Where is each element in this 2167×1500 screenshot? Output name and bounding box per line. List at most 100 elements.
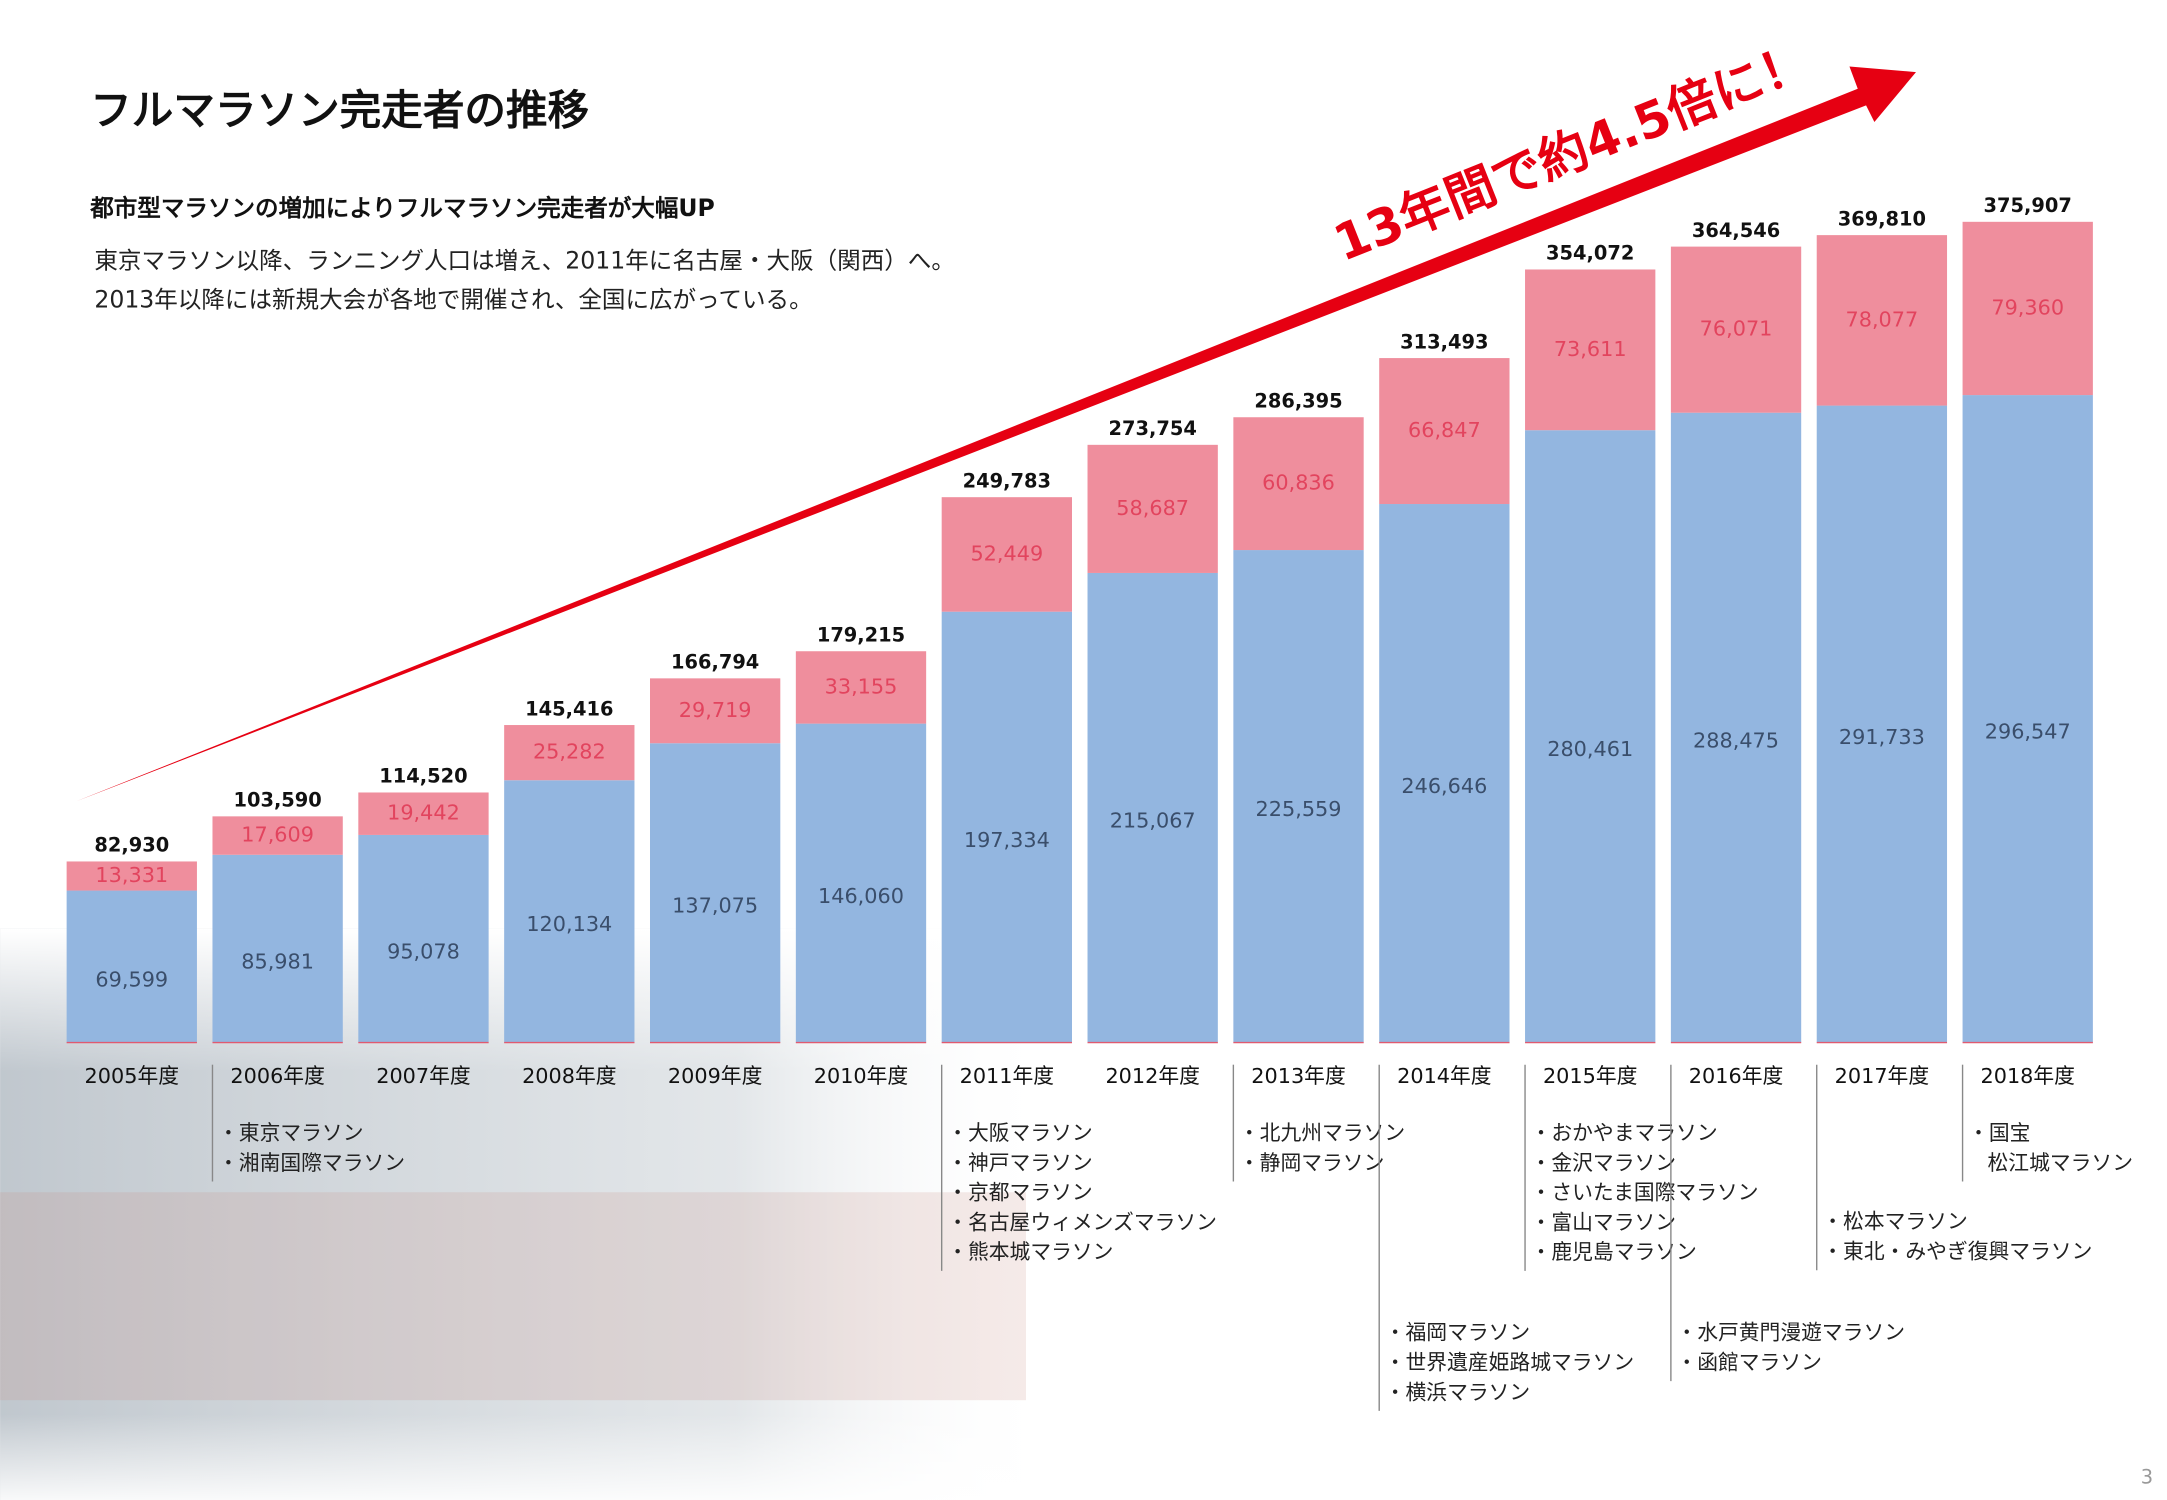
annotation: ・名古屋ウィメンズマラソン xyxy=(947,1210,1217,1234)
value-label: 17,609 xyxy=(241,823,314,847)
value-label: 66,847 xyxy=(1408,418,1481,442)
subtitle: 都市型マラソンの増加によりフルマラソン完走者が大幅UP xyxy=(89,194,715,222)
annotation: ・京都マラソン xyxy=(947,1181,1092,1205)
value-label: 19,442 xyxy=(387,801,460,825)
annotation: ・鹿児島マラソン xyxy=(1531,1240,1697,1264)
value-label: 29,719 xyxy=(679,698,752,722)
annotation: ・函館マラソン xyxy=(1676,1350,1821,1374)
value-label: 215,067 xyxy=(1110,809,1196,833)
bar-segment xyxy=(504,780,635,1043)
x-tick-label: 2007年度 xyxy=(376,1064,470,1088)
annotation: ・神戸マラソン xyxy=(947,1151,1092,1175)
value-label: 25,282 xyxy=(533,740,606,764)
annotation: ・金沢マラソン xyxy=(1531,1151,1676,1175)
value-label: 280,461 xyxy=(1547,737,1633,761)
total-label: 354,072 xyxy=(1546,242,1634,265)
bar-segment xyxy=(795,723,927,1043)
value-label: 52,449 xyxy=(970,541,1043,565)
bar-segment xyxy=(1233,417,1364,551)
value-label: 13,331 xyxy=(95,863,168,887)
page-number: 3 xyxy=(2141,1465,2153,1488)
value-label: 120,134 xyxy=(526,912,612,936)
total-label: 179,215 xyxy=(817,623,905,646)
total-label: 103,590 xyxy=(233,789,321,812)
growth-arrow xyxy=(76,66,1916,802)
total-label: 375,907 xyxy=(1984,194,2072,217)
total-label: 369,810 xyxy=(1838,207,1926,230)
value-label: 69,599 xyxy=(95,967,168,991)
value-label: 288,475 xyxy=(1693,728,1779,752)
total-label: 273,754 xyxy=(1109,417,1197,440)
x-tick-label: 2006年度 xyxy=(230,1064,324,1088)
value-label: 73,611 xyxy=(1554,337,1627,361)
total-label: 286,395 xyxy=(1254,389,1342,412)
total-label: 82,930 xyxy=(94,834,169,857)
bar-segment xyxy=(941,497,1072,612)
x-tick-label: 2011年度 xyxy=(960,1064,1054,1088)
bar-segment xyxy=(358,834,489,1043)
value-label: 33,155 xyxy=(825,674,898,698)
annotation: ・湘南国際マラソン xyxy=(218,1151,405,1175)
bar-segment xyxy=(649,678,781,744)
annotation: ・さいたま国際マラソン xyxy=(1531,1181,1759,1205)
value-label: 137,075 xyxy=(672,894,758,918)
total-label: 145,416 xyxy=(525,697,613,720)
chart-title: フルマラソン完走者の推移 xyxy=(90,86,589,135)
annotation: ・北九州マラソン xyxy=(1239,1121,1405,1145)
bar-segment xyxy=(358,792,489,835)
value-label: 291,733 xyxy=(1839,725,1925,749)
x-tick-label: 2005年度 xyxy=(85,1064,179,1088)
description: 2013年以降には新規大会が各地で開催され、全国に広がっている。 xyxy=(94,285,812,313)
value-label: 78,077 xyxy=(1846,307,1919,331)
annotation: ・大阪マラソン xyxy=(947,1121,1092,1145)
bar-segment xyxy=(1525,430,1656,1043)
bar-segment xyxy=(1962,221,2093,396)
annotation: ・東北・みやぎ復興マラソン xyxy=(1822,1240,2092,1264)
bar-segment xyxy=(66,890,197,1043)
x-tick-label: 2008年度 xyxy=(522,1064,616,1088)
bar-segment xyxy=(1816,405,1948,1043)
bar-segment xyxy=(1670,412,1802,1043)
bar-segment xyxy=(212,854,343,1043)
x-tick-label: 2018年度 xyxy=(1980,1064,2074,1088)
annotation: ・水戸黄門漫遊マラソン xyxy=(1676,1321,1905,1345)
x-tick-label: 2015年度 xyxy=(1543,1064,1637,1088)
bar-segment xyxy=(504,725,635,781)
total-label: 114,520 xyxy=(379,765,467,788)
annotation: ・松本マラソン xyxy=(1822,1210,1967,1234)
total-label: 166,794 xyxy=(671,651,759,674)
x-tick-label: 2017年度 xyxy=(1835,1064,1929,1088)
bar-segment xyxy=(66,861,197,891)
value-label: 58,687 xyxy=(1116,496,1189,520)
value-label: 225,559 xyxy=(1256,797,1342,821)
bar-segment xyxy=(1087,444,1218,573)
value-label: 296,547 xyxy=(1985,720,2071,744)
bar-segment xyxy=(649,743,781,1043)
bar-segment xyxy=(1379,358,1510,505)
value-label: 85,981 xyxy=(241,950,314,974)
value-label: 146,060 xyxy=(818,884,904,908)
bar-segment xyxy=(1233,550,1364,1043)
description: 東京マラソン以降、ランニング人口は増え、2011年に名古屋・大阪（関西）へ。 xyxy=(94,247,955,275)
x-tick-label: 2014年度 xyxy=(1397,1064,1491,1088)
annotation: ・おかやまマラソン xyxy=(1531,1121,1718,1145)
value-label: 76,071 xyxy=(1700,317,1773,341)
value-label: 60,836 xyxy=(1262,471,1335,495)
bar-segment xyxy=(1525,269,1656,431)
bar-segment xyxy=(795,651,927,724)
bar-segment xyxy=(212,816,343,855)
annotation: ・世界遺産姫路城マラソン xyxy=(1385,1350,1634,1374)
value-label: 197,334 xyxy=(964,828,1050,852)
value-label: 79,360 xyxy=(1991,295,2064,319)
bar-segment xyxy=(1670,246,1802,413)
value-label: 95,078 xyxy=(387,940,460,964)
bar-segment xyxy=(1379,504,1510,1043)
annotation: ・静岡マラソン xyxy=(1239,1151,1384,1175)
annotation: ・熊本城マラソン xyxy=(947,1240,1113,1264)
annotation: 松江城マラソン xyxy=(1988,1151,2133,1175)
x-tick-label: 2013年度 xyxy=(1251,1064,1345,1088)
bar-segment xyxy=(1087,572,1218,1043)
bar-segment xyxy=(1962,395,2093,1043)
bar-segment xyxy=(1816,235,1948,406)
